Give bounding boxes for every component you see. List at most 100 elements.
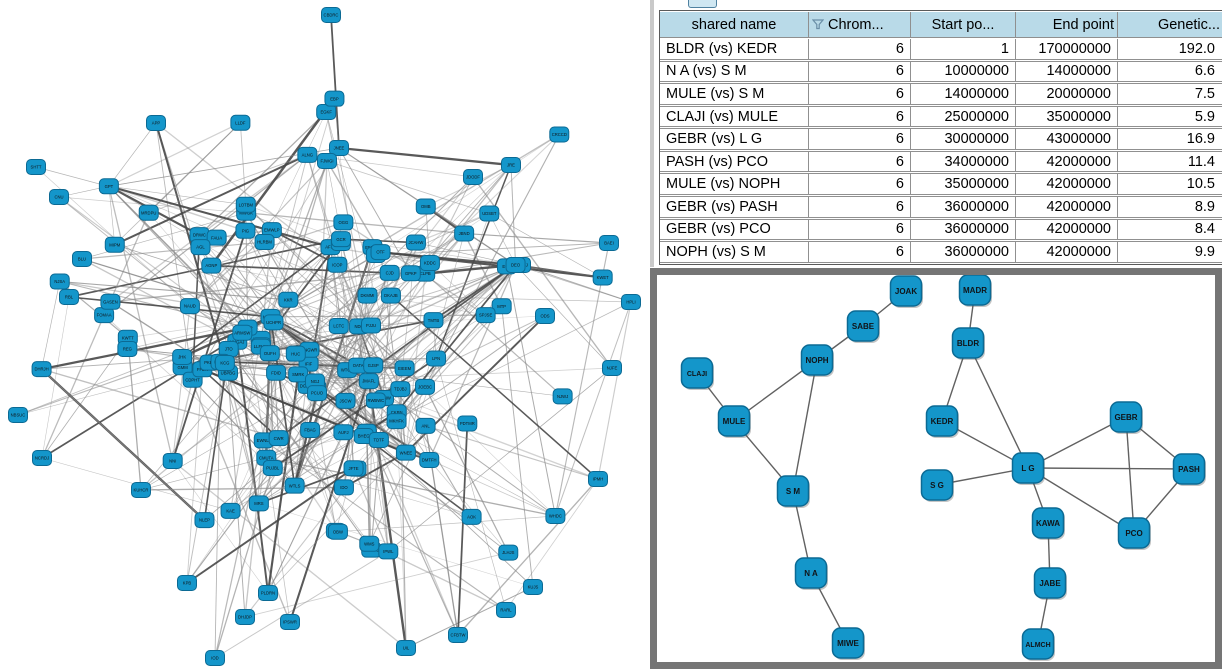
network-node-N A[interactable]: N A <box>794 557 829 590</box>
table-cell[interactable]: NOPH (vs) S M <box>660 241 809 263</box>
network-node[interactable]: PUJBL <box>262 459 283 476</box>
network-edge[interactable] <box>554 242 610 517</box>
network-node[interactable]: REG <box>117 340 138 357</box>
network-edge[interactable] <box>366 431 370 544</box>
network-edge[interactable] <box>270 314 486 318</box>
network-node-BLDR[interactable]: BLDR <box>951 327 986 360</box>
network-node[interactable]: OATA <box>348 357 369 374</box>
network-node-GEBR[interactable]: GEBR <box>1109 401 1144 434</box>
network-edge-BLDR-L G[interactable] <box>967 342 1029 469</box>
table-cell[interactable]: BLDR (vs) KEDR <box>660 39 809 60</box>
network-edge[interactable] <box>108 122 241 187</box>
table-row[interactable]: GEBR (vs) PASH 6 36000000 42000000 8.9 <box>660 196 1222 218</box>
network-node[interactable]: WMS <box>359 535 380 552</box>
network-edge[interactable] <box>59 280 271 318</box>
network-node[interactable]: JRE <box>501 157 521 173</box>
network-node[interactable]: JHK <box>172 348 193 365</box>
network-edge[interactable] <box>435 358 507 611</box>
network-edge[interactable] <box>501 306 534 588</box>
network-node[interactable]: TDTF <box>368 431 389 448</box>
network-edge[interactable] <box>424 164 512 275</box>
network-node[interactable]: DKAJB <box>380 287 401 304</box>
table-row[interactable]: GEBR (vs) L G 6 30000000 43000000 16.9 <box>660 128 1222 150</box>
network-edge-GEBR-PCO[interactable] <box>1125 416 1135 534</box>
table-cell[interactable]: 36000000 <box>911 241 1016 263</box>
network-edge[interactable] <box>338 147 412 274</box>
network-node[interactable]: JNEE <box>329 140 349 156</box>
network-edge[interactable] <box>390 295 632 303</box>
table-row[interactable]: PASH (vs) PCO 6 34000000 42000000 11.4 <box>660 150 1222 173</box>
table-row[interactable]: BLDR (vs) KEDR 6 1 170000000 192.0 <box>660 39 1222 60</box>
table-cell[interactable]: 6 <box>809 128 911 150</box>
network-edge[interactable] <box>220 361 260 504</box>
table-row[interactable]: MULE (vs) S M 6 14000000 20000000 7.5 <box>660 83 1222 105</box>
network-edge[interactable] <box>210 265 271 318</box>
table-grip-handle[interactable] <box>688 0 717 8</box>
network-node[interactable]: LPN <box>426 350 447 367</box>
network-node[interactable]: ICOP <box>327 256 348 273</box>
network-node[interactable]: PDTMR <box>457 415 478 432</box>
network-node-S M[interactable]: S M <box>776 475 811 508</box>
network-edge[interactable] <box>425 206 431 264</box>
network-node[interactable]: CWR <box>268 430 289 447</box>
network-node[interactable]: ODS <box>535 308 555 324</box>
network-edge[interactable] <box>211 265 486 316</box>
network-edge[interactable] <box>258 431 367 504</box>
network-node-MULE[interactable]: MULE <box>717 405 752 438</box>
network-node[interactable]: ANL <box>415 417 436 434</box>
network-edge[interactable] <box>368 381 389 552</box>
network-node[interactable]: RWBWC <box>365 392 386 409</box>
network-node[interactable]: FOMAA <box>94 307 115 324</box>
network-edge[interactable] <box>201 368 280 439</box>
network-node[interactable]: EGKF <box>316 103 337 120</box>
network-edge[interactable] <box>244 440 265 618</box>
network-node[interactable]: JLHJS <box>498 544 519 561</box>
network-edge[interactable] <box>245 204 342 240</box>
network-edge[interactable] <box>338 146 512 167</box>
network-edge[interactable] <box>199 111 327 236</box>
network-edge[interactable] <box>260 154 308 339</box>
network-edge[interactable] <box>269 353 339 532</box>
network-node[interactable]: DEO <box>505 256 526 273</box>
network-edge[interactable] <box>515 264 613 369</box>
table-cell[interactable]: 170000000 <box>1016 39 1118 60</box>
network-node[interactable]: KPB <box>177 575 197 591</box>
network-node[interactable]: ARMSW <box>232 324 253 341</box>
network-edge[interactable] <box>399 389 407 649</box>
network-node[interactable]: OTF <box>370 244 391 261</box>
network-edge-L G-PCO[interactable] <box>1027 467 1135 534</box>
detail-network-canvas[interactable]: JOAK SABE NOPH CLAJI MULE S M N A MIWE MADR BLDR K… <box>650 268 1222 669</box>
table-cell[interactable]: 7.5 <box>1118 83 1222 105</box>
network-edge[interactable] <box>266 457 556 517</box>
network-node[interactable]: NJFE <box>602 360 622 376</box>
network-node[interactable]: OUFH <box>259 345 280 362</box>
network-node[interactable]: HLRBM <box>254 234 275 251</box>
network-node[interactable]: MRS <box>248 495 269 512</box>
table-cell[interactable]: 9.9 <box>1118 241 1222 263</box>
network-edge[interactable] <box>216 237 271 318</box>
network-edge[interactable] <box>81 258 238 343</box>
network-edge[interactable] <box>425 164 512 207</box>
network-node[interactable]: KUJS <box>523 579 543 595</box>
table-cell[interactable]: 6 <box>809 105 911 128</box>
network-edge[interactable] <box>264 241 407 453</box>
network-node[interactable]: IDO <box>333 479 354 496</box>
network-node[interactable]: LCTC <box>328 318 349 335</box>
network-node[interactable]: BLU <box>72 251 92 267</box>
network-node[interactable]: UDSBT <box>479 205 500 222</box>
network-edge[interactable] <box>186 348 230 584</box>
network-edge[interactable] <box>258 319 434 504</box>
network-edge[interactable] <box>597 301 632 480</box>
network-edge[interactable] <box>366 431 556 517</box>
network-node[interactable]: WHDC <box>545 508 566 525</box>
network-node[interactable]: PJJU <box>361 317 382 334</box>
table-cell[interactable]: 25000000 <box>911 105 1016 128</box>
table-row[interactable]: CLAJI (vs) MULE 6 25000000 35000000 5.9 <box>660 105 1222 128</box>
network-edge[interactable] <box>368 380 556 517</box>
table-cell[interactable]: 6 <box>809 173 911 196</box>
network-edge[interactable] <box>140 346 262 491</box>
table-cell[interactable]: 42000000 <box>1016 196 1118 218</box>
network-edge[interactable] <box>335 468 354 531</box>
network-edge[interactable] <box>209 362 345 488</box>
network-node-KEDR[interactable]: KEDR <box>925 405 960 438</box>
